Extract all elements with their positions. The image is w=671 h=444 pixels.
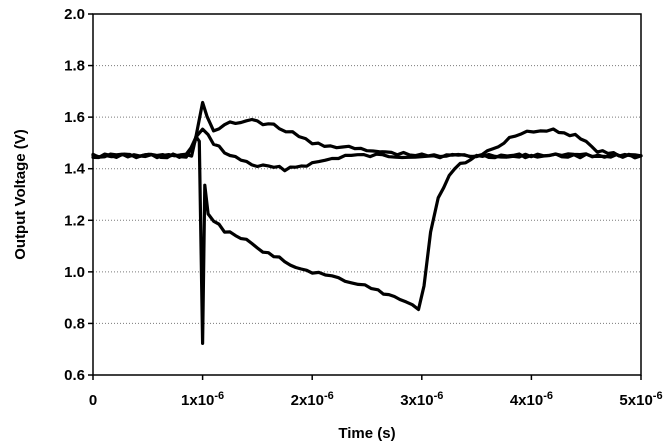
- y-tick-label: 1.2: [64, 212, 85, 229]
- x-tick-exponent: -6: [324, 390, 334, 402]
- y-tick-label: 1.8: [64, 58, 85, 75]
- x-tick-base: 4x10: [510, 392, 543, 409]
- x-tick-base: 3x10: [400, 392, 433, 409]
- y-tick-label: 1.6: [64, 109, 85, 126]
- x-axis-ticks: 0 1x10-6 2x10-6 3x10-6 4x10-6 5x10-6: [89, 375, 663, 409]
- x-tick-base: 2x10: [291, 392, 324, 409]
- x-tick-exponent: -6: [434, 390, 444, 402]
- x-tick-label: 1x10-6: [181, 390, 224, 409]
- y-tick-label: 0.6: [64, 367, 85, 384]
- y-axis-title: Output Voltage (V): [12, 129, 29, 260]
- x-tick-label: 2x10-6: [291, 390, 334, 409]
- series-line-2: [91, 100, 643, 159]
- x-tick-label: 3x10-6: [400, 390, 443, 409]
- x-tick-exponent: -6: [543, 390, 553, 402]
- y-tick-label: 0.8: [64, 315, 85, 332]
- series-line-3: [91, 134, 643, 345]
- x-tick-base: 5x10: [619, 392, 652, 409]
- x-tick-label: 0: [89, 392, 97, 409]
- x-axis-title: Time (s): [338, 425, 395, 442]
- x-tick-base: 0: [89, 392, 97, 409]
- series-layer: [91, 100, 643, 345]
- y-tick-label: 1.0: [64, 264, 85, 281]
- x-tick-base: 1x10: [181, 392, 214, 409]
- y-axis-ticks: 0.6 0.8 1.0 1.2 1.4 1.6 1.8 2.0: [64, 6, 93, 384]
- grid-lines: [93, 65, 641, 324]
- plot-frame: [92, 13, 642, 376]
- x-tick-label: 4x10-6: [510, 390, 553, 409]
- y-tick-label: 1.4: [64, 161, 86, 178]
- x-tick-label: 5x10-6: [619, 390, 662, 409]
- x-tick-exponent: -6: [214, 390, 224, 402]
- y-tick-label: 2.0: [64, 6, 85, 23]
- x-tick-exponent: -6: [653, 390, 663, 402]
